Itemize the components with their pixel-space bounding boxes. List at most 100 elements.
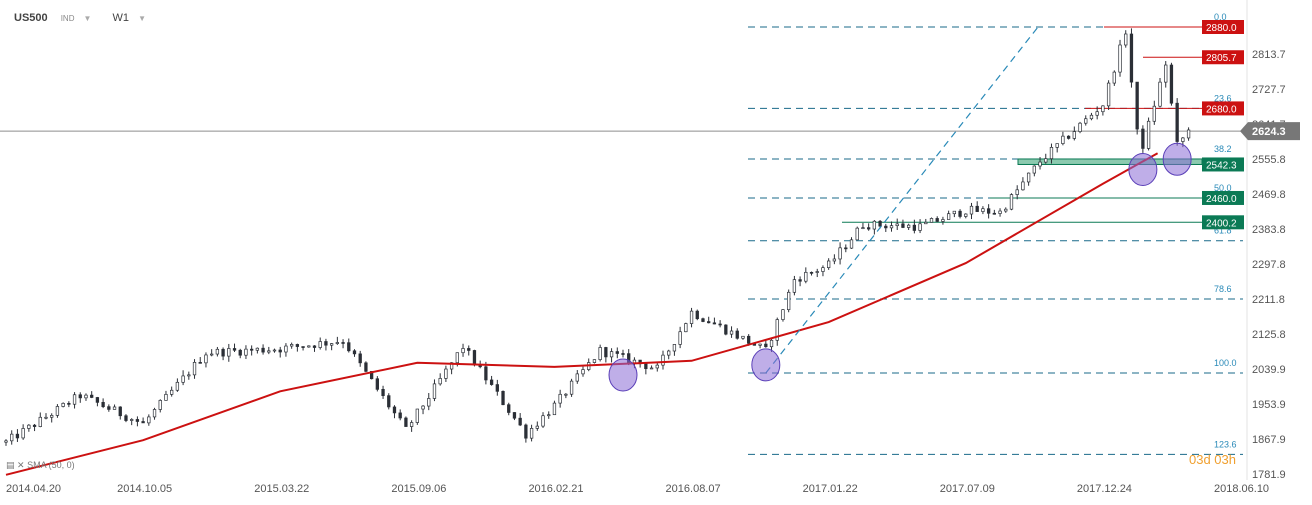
candle-up: [438, 378, 442, 385]
candle-down: [1141, 128, 1145, 149]
candle-up: [1106, 82, 1111, 107]
fib-level-label: 123.6: [1214, 439, 1237, 449]
candle-up: [855, 227, 859, 241]
candle-down: [912, 224, 917, 231]
price-labels: 2880.0 2805.7 2680.0 2542.3 2460.0 2400.2 2624…: [1202, 20, 1300, 230]
fib-level-label: 23.6: [1214, 93, 1232, 103]
symbol-label[interactable]: US500: [14, 12, 48, 25]
candle-up: [158, 400, 162, 410]
candle-up: [55, 406, 60, 416]
fib-level-label: 61.8: [1214, 226, 1232, 236]
candle-up: [672, 344, 677, 352]
sma-line: [5, 152, 1159, 476]
x-tick-label: 2017.12.24: [1077, 483, 1132, 495]
candle-up: [969, 205, 974, 215]
y-axis: 2813.72727.72641.72555.82469.82383.82297…: [1252, 49, 1286, 481]
candle-up: [964, 213, 968, 217]
candle-down: [312, 345, 317, 348]
overlays: [608, 26, 1192, 392]
candle-up: [1089, 114, 1094, 120]
y-tick-label: 2813.7: [1252, 49, 1286, 61]
y-tick-label: 2125.8: [1252, 329, 1286, 341]
candle-up: [649, 367, 654, 370]
price-label: 2400.2: [1206, 218, 1237, 229]
candle-up: [72, 394, 77, 405]
candle-up: [1021, 181, 1025, 191]
x-tick-label: 2015.09.06: [391, 483, 446, 495]
candle-down: [718, 323, 722, 326]
chevron-down-icon[interactable]: ▼: [138, 13, 147, 23]
candle-up: [112, 406, 117, 410]
chevron-down-icon[interactable]: ▼: [83, 13, 92, 23]
y-tick-label: 2297.8: [1252, 259, 1286, 271]
candle-up: [792, 279, 797, 293]
x-axis: 2014.04.20 2014.10.05 2015.03.22 2015.09.06…: [6, 483, 1269, 495]
candle-up: [1038, 161, 1042, 167]
candle-up: [541, 415, 545, 427]
candle-up: [946, 213, 951, 220]
candle-down: [324, 341, 328, 346]
y-tick-label: 2039.9: [1252, 364, 1286, 376]
candle-up: [164, 393, 168, 401]
y-tick-label: 2555.8: [1252, 154, 1286, 166]
indicator-params: (50, 0): [48, 460, 75, 470]
candle-down: [141, 421, 145, 424]
candle-down: [867, 227, 871, 230]
indicator-name: SMA: [27, 460, 47, 470]
candle-up: [827, 260, 831, 269]
candle-down: [67, 402, 71, 405]
touch-marker: [1162, 142, 1192, 176]
candle-up: [329, 343, 334, 346]
candle-up: [1158, 81, 1162, 107]
candle-up: [1146, 120, 1151, 149]
candle-down: [764, 343, 768, 348]
candle-up: [787, 291, 791, 311]
candle-up: [661, 354, 665, 366]
candle-up: [1152, 105, 1156, 122]
timeframe-label[interactable]: W1: [112, 12, 130, 25]
indicator-settings-icon[interactable]: ▤: [6, 460, 15, 470]
y-tick-label: 1953.9: [1252, 399, 1286, 411]
x-tick-label: 2014.10.05: [117, 483, 172, 495]
candle-down: [198, 362, 202, 364]
candle-up: [444, 368, 448, 379]
candle-up: [781, 309, 785, 320]
candle-down: [1066, 135, 1071, 139]
candle-up: [147, 416, 151, 424]
trend-line: [765, 26, 1039, 374]
candle-up: [421, 405, 425, 410]
candle-up: [684, 323, 688, 333]
candle-up: [558, 393, 562, 404]
candle-down: [604, 347, 608, 358]
close-icon[interactable]: ✕: [17, 460, 25, 470]
candle-up: [289, 344, 294, 347]
candle-down: [735, 330, 739, 339]
candle-up: [1186, 129, 1191, 139]
x-tick-label: 2018.06.10: [1214, 483, 1269, 495]
price-label: 2880.0: [1206, 23, 1237, 34]
candle-up: [170, 389, 174, 395]
candle-down: [32, 424, 37, 427]
candle-down: [495, 384, 499, 392]
candle-down: [472, 350, 477, 366]
candle-down: [278, 349, 282, 353]
candle-down: [747, 335, 751, 344]
sma-50-line: [5, 152, 1159, 476]
candle-down: [90, 394, 94, 398]
candle-up: [1009, 194, 1014, 210]
candle-up: [61, 402, 65, 407]
candle-up: [838, 247, 842, 260]
candle-up: [44, 416, 48, 419]
candle-down: [707, 321, 711, 324]
candle-up: [895, 223, 899, 227]
candle-up: [981, 208, 985, 212]
candle-up: [27, 424, 31, 429]
candle-up: [849, 239, 854, 249]
candle-up: [769, 339, 774, 348]
candle-up: [187, 374, 191, 377]
candles: [4, 28, 1191, 446]
candle-up: [872, 220, 877, 230]
price-label-box: [1202, 101, 1244, 116]
candle-up: [569, 380, 574, 395]
